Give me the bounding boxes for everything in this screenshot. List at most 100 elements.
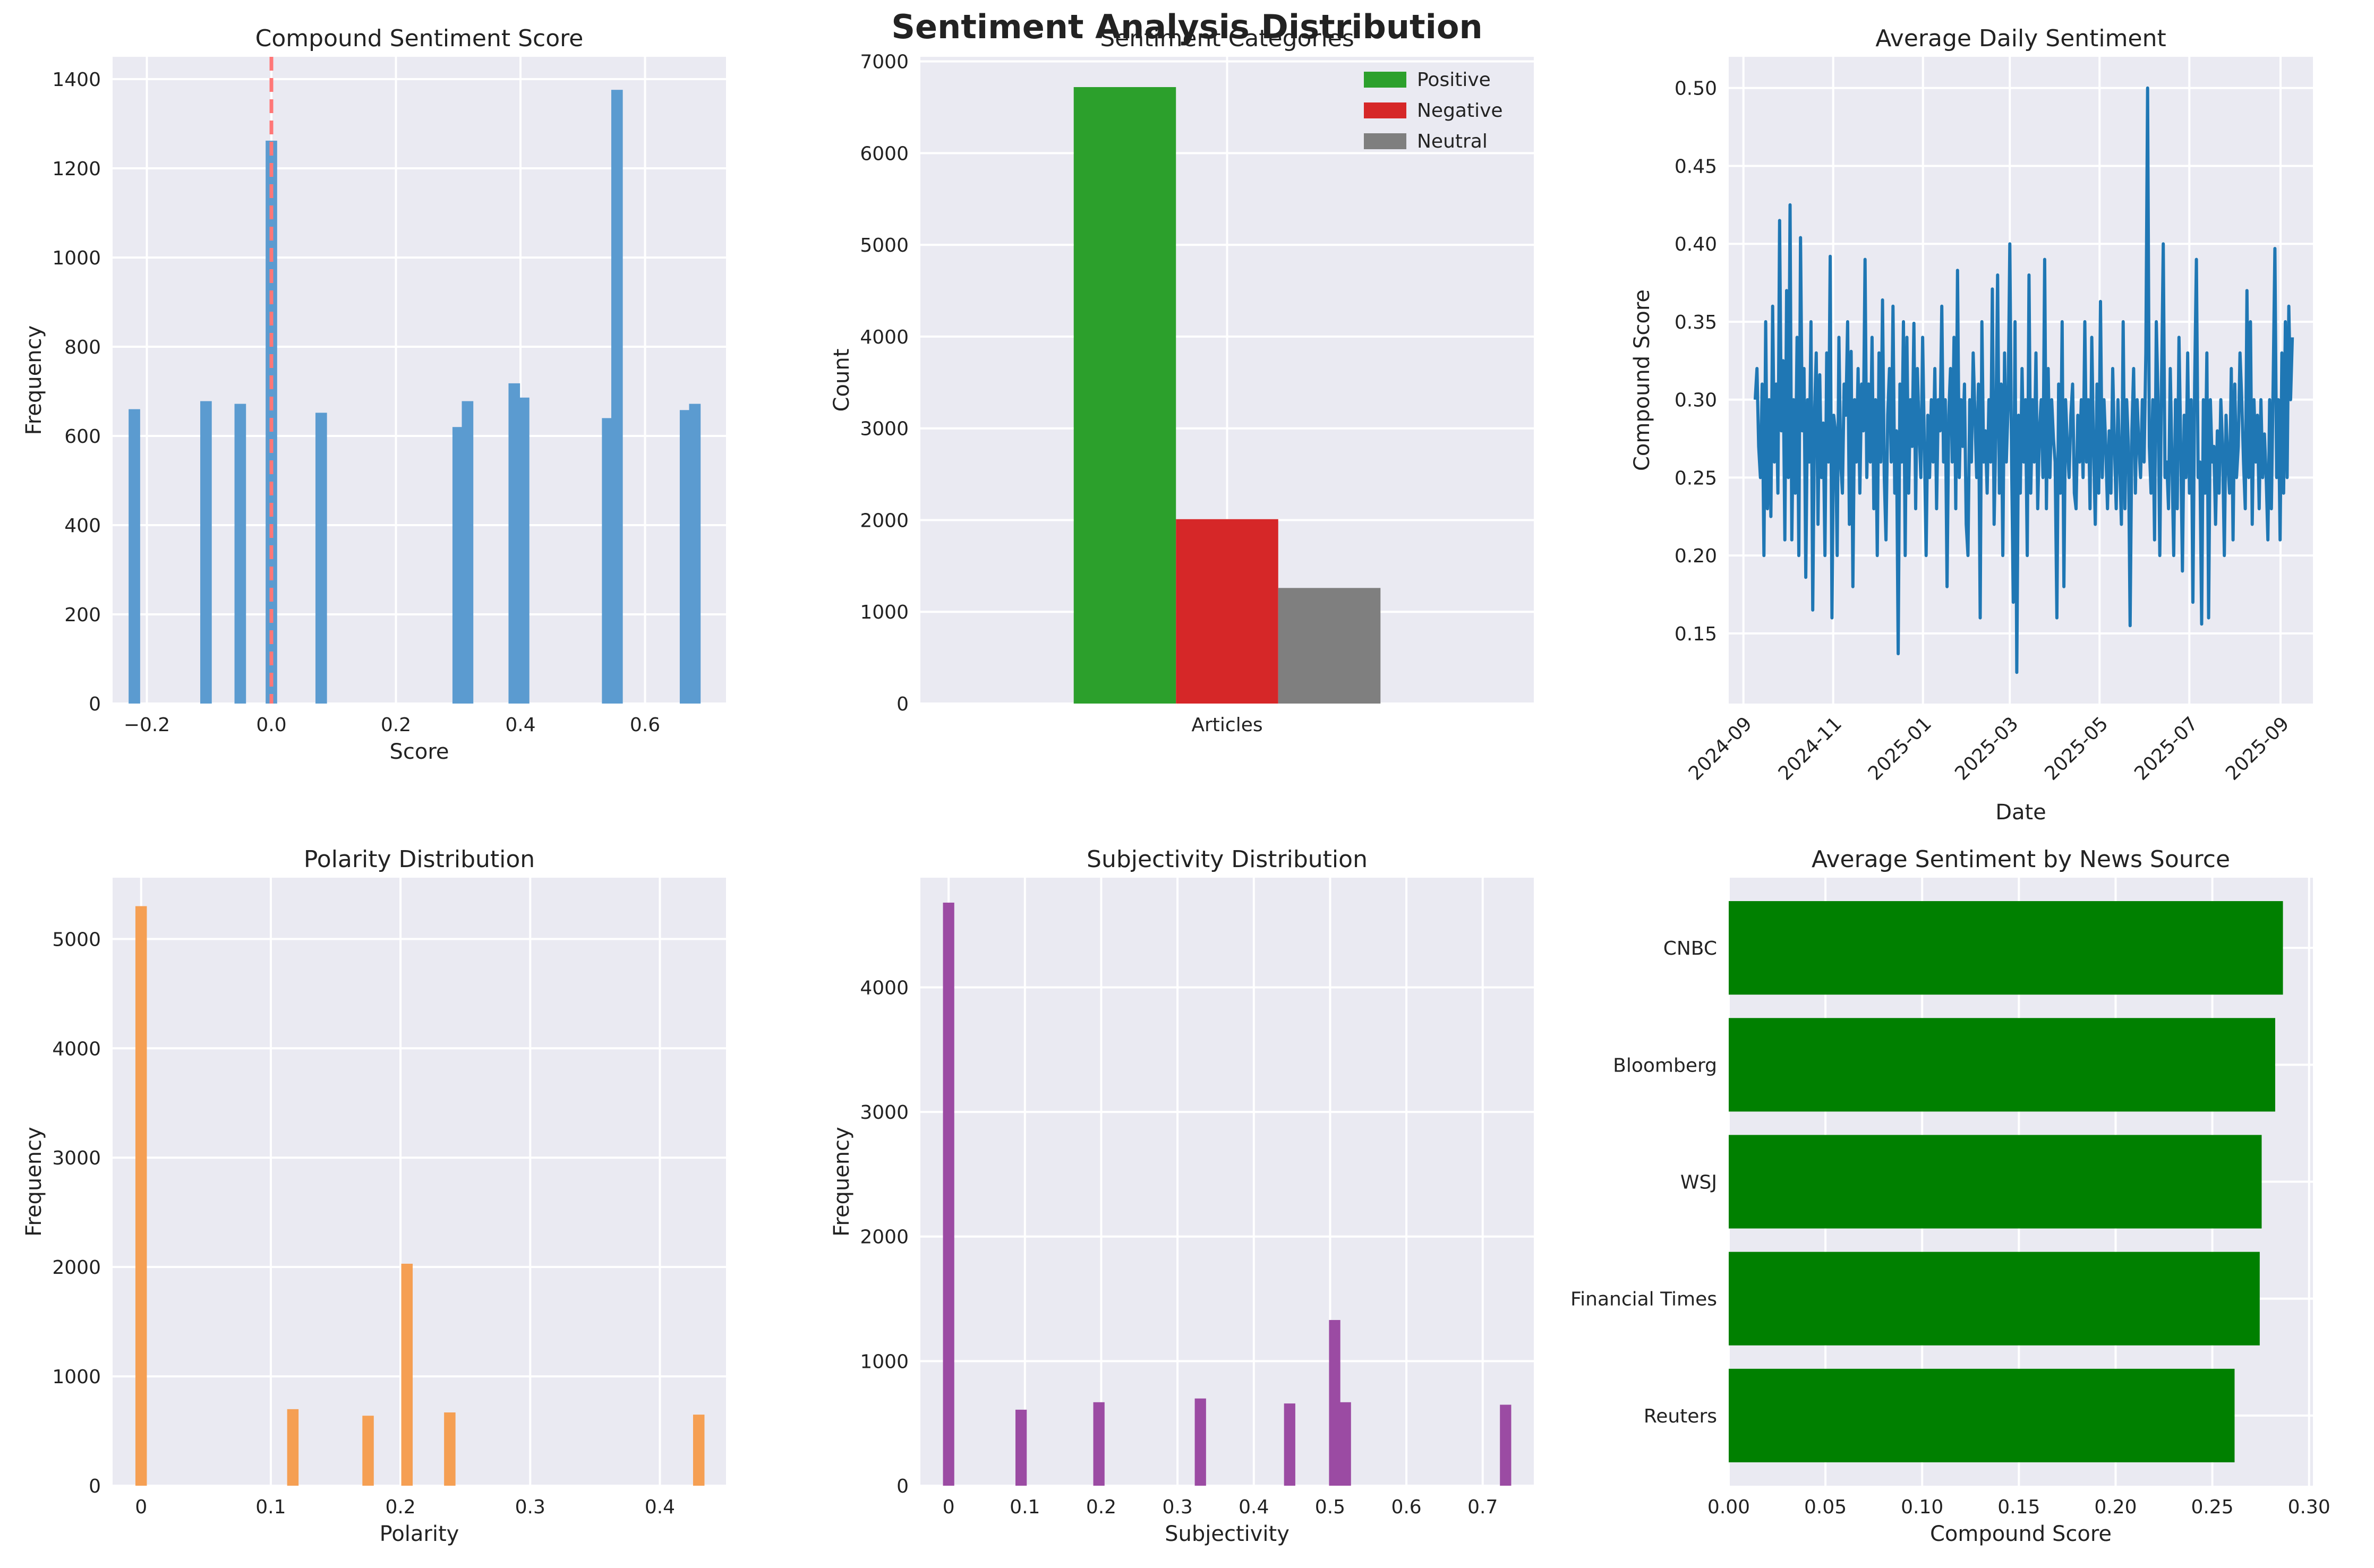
legend-label-neutral: Neutral: [1417, 131, 1488, 152]
y-axis-label: Frequency: [830, 1127, 854, 1237]
x-tick-label: 0.3: [515, 1496, 545, 1518]
y-tick-label: 1000: [860, 1351, 909, 1373]
histogram-bar: [1339, 1402, 1351, 1486]
x-tick-label: 0.4: [645, 1496, 675, 1518]
histogram-bar: [611, 90, 623, 704]
y-tick-label: 0: [89, 693, 101, 715]
histogram-bar: [129, 409, 140, 704]
x-axis-label: Score: [389, 740, 449, 764]
x-tick-label: 2025-05: [2040, 713, 2112, 784]
x-tick-label: 0.5: [1315, 1496, 1345, 1518]
y-tick-label: 1200: [52, 158, 101, 180]
chart-panel-2: Sentiment Categories 0 1000 2000 3000 4000 500…: [830, 25, 1534, 736]
chart-title: Average Sentiment by News Source: [1812, 846, 2230, 873]
legend: Positive Negative Neutral: [1364, 69, 1503, 152]
y-tick-label: Reuters: [1644, 1406, 1717, 1427]
x-tick-label: 0.4: [505, 714, 535, 736]
histogram-bar: [135, 906, 147, 1486]
x-tick-label: 0.00: [1707, 1496, 1750, 1518]
x-axis-label: Compound Score: [1930, 1522, 2112, 1546]
histogram-bar: [1015, 1409, 1027, 1486]
y-tick-label: 4000: [860, 977, 909, 999]
histogram-bar: [693, 1415, 705, 1486]
bar-cnbc: [1729, 901, 2283, 995]
y-tick-label: 400: [64, 515, 101, 537]
x-tick-label: 0.0: [256, 714, 286, 736]
x-tick-label: 0.20: [2094, 1496, 2137, 1518]
x-tick-label: 2025-07: [2130, 713, 2202, 784]
legend-swatch-positive: [1364, 72, 1406, 88]
y-tick-label: Financial Times: [1570, 1289, 1717, 1310]
y-tick-label: 7000: [860, 52, 909, 73]
histogram-bar: [444, 1412, 456, 1486]
x-axis-label: Date: [1995, 800, 2046, 825]
x-tick-label: 0.1: [1010, 1496, 1040, 1518]
histogram-bar: [508, 383, 520, 704]
y-tick-label: WSJ: [1680, 1172, 1717, 1194]
chart-title: Subjectivity Distribution: [1087, 846, 1368, 873]
y-tick-label: CNBC: [1663, 938, 1717, 959]
chart-panel-3: Average Daily Sentiment 2024-09 2024-11 202…: [1630, 25, 2313, 825]
histogram-bar: [315, 413, 327, 704]
y-axis-label: Compound Score: [1630, 289, 1654, 471]
y-tick-label: 5000: [52, 929, 101, 950]
y-tick-label: 600: [64, 426, 101, 448]
chart-title: Sentiment Categories: [1100, 25, 1354, 52]
y-tick-label: 1400: [52, 69, 101, 91]
plot-area: [113, 57, 726, 704]
y-tick-label: 200: [64, 604, 101, 626]
y-tick-label: 1000: [52, 247, 101, 269]
bar-negative: [1176, 519, 1278, 704]
histogram-bar: [1329, 1319, 1340, 1486]
y-tick-label: 2000: [860, 510, 909, 532]
bar-financial-times: [1729, 1252, 2260, 1346]
y-axis-label: Frequency: [22, 1127, 46, 1237]
histogram-bar: [234, 404, 246, 704]
legend-swatch-negative: [1364, 102, 1406, 118]
y-tick-label: 0.15: [1675, 623, 1717, 645]
histogram-bar: [287, 1409, 299, 1486]
histogram-bar: [679, 410, 691, 704]
x-tick-label: 0.2: [381, 714, 411, 736]
y-tick-label: 0.35: [1675, 312, 1717, 333]
x-tick-label: 0.6: [1391, 1496, 1421, 1518]
y-tick-label: 5000: [860, 235, 909, 256]
x-tick-label: 0.10: [1901, 1496, 1943, 1518]
y-tick-label: 3000: [52, 1147, 101, 1169]
bar-reuters: [1729, 1368, 2235, 1462]
y-tick-label: 1000: [860, 602, 909, 623]
x-tick-label: 0.1: [255, 1496, 286, 1518]
x-tick-label: 0.4: [1239, 1496, 1269, 1518]
y-tick-label: 0: [89, 1476, 101, 1497]
x-tick-label: 0.2: [1086, 1496, 1116, 1518]
histogram-bar: [943, 902, 954, 1486]
histogram-bar: [200, 401, 212, 704]
y-tick-label: 800: [64, 337, 101, 358]
x-tick-label: 0.6: [630, 714, 660, 736]
y-axis-label: Frequency: [22, 325, 46, 435]
x-tick-label: 0.05: [1804, 1496, 1847, 1518]
histogram-bar: [462, 401, 474, 704]
histogram-bar: [401, 1263, 413, 1486]
y-tick-label: 0.25: [1675, 467, 1717, 489]
histogram-bar: [689, 404, 701, 704]
plot-area: [113, 878, 726, 1486]
y-tick-label: 4000: [52, 1038, 101, 1060]
y-tick-label: 3000: [860, 1102, 909, 1124]
x-tick-label: 0: [135, 1496, 147, 1518]
chart-panel-4: Polarity Distribution 0 0.1 0.2 0.3 0.4 0 1000 2…: [22, 846, 726, 1546]
x-axis-label: Subjectivity: [1165, 1522, 1290, 1546]
x-tick-label: 0.7: [1467, 1496, 1498, 1518]
y-tick-label: 2000: [860, 1227, 909, 1248]
histogram-bar: [1284, 1403, 1295, 1486]
x-tick-label: 2024-09: [1685, 713, 1756, 784]
y-tick-label: 0: [896, 693, 909, 715]
plot-area: [920, 878, 1534, 1486]
x-tick-label: 0.25: [2191, 1496, 2234, 1518]
x-tick-label: 2024-11: [1774, 713, 1846, 784]
histogram-bar: [602, 418, 614, 704]
chart-title: Average Daily Sentiment: [1875, 25, 2166, 52]
y-tick-label: 2000: [52, 1257, 101, 1279]
y-tick-label: Bloomberg: [1613, 1055, 1717, 1076]
x-tick-label: 2025-01: [1864, 713, 1936, 784]
